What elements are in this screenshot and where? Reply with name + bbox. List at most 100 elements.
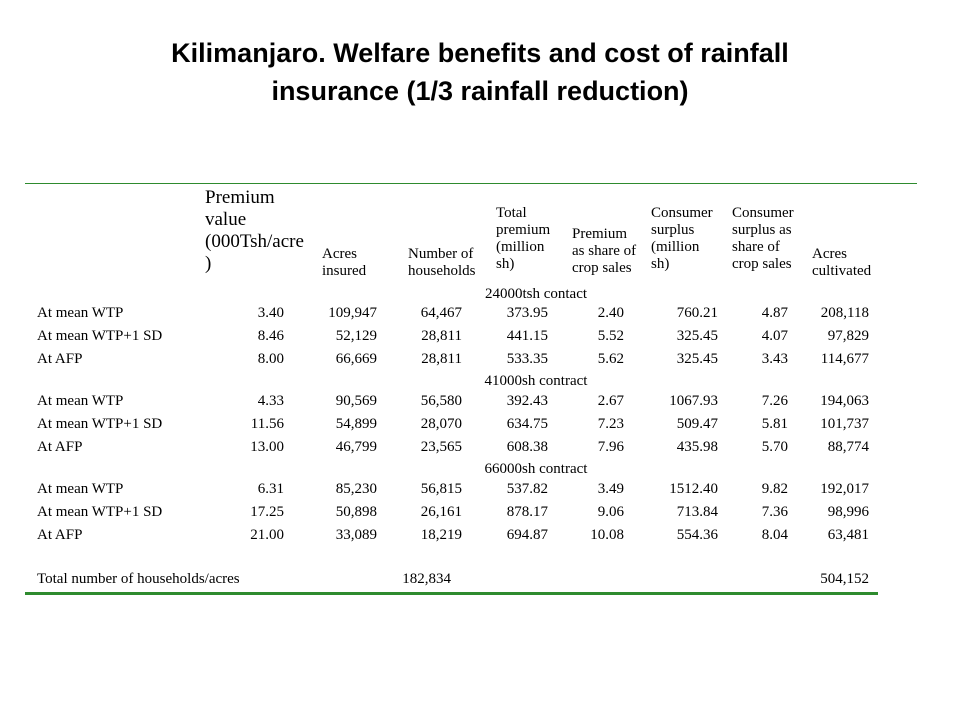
cell-acres-cultivated: 63,481 <box>827 527 869 543</box>
cell-premium-share: 10.08 <box>590 527 624 543</box>
cell-premium-value: 4.33 <box>257 393 284 409</box>
cell-cs-share: 5.70 <box>761 439 788 455</box>
header-line: surplus as <box>732 222 792 238</box>
cell-cs-share: 4.87 <box>761 305 788 321</box>
cell-cs-share: 7.26 <box>761 393 788 409</box>
cell-cs-share: 5.81 <box>761 416 788 432</box>
cell-households: 26,161 <box>420 504 462 520</box>
cell-households: 23,565 <box>420 439 462 455</box>
cell-total-premium: 634.75 <box>506 416 548 432</box>
header-line: Premium <box>572 226 627 242</box>
cell-premium-value: 11.56 <box>250 416 284 432</box>
header-total-premium: Total premium (million sh) <box>496 205 550 273</box>
cell-acres-cultivated: 101,737 <box>820 416 869 432</box>
header-line: as share of <box>572 243 637 259</box>
cell-total-premium: 608.38 <box>506 439 548 455</box>
cell-premium-value: 8.46 <box>257 328 284 344</box>
cell-acres-cultivated: 208,118 <box>820 305 869 321</box>
header-line: Acres <box>812 246 847 262</box>
section-label: 41000sh contract <box>484 373 588 389</box>
cell-cs-share: 7.36 <box>761 504 788 520</box>
cell-premium-share: 7.23 <box>597 416 624 432</box>
cell-premium-share: 3.49 <box>597 481 624 497</box>
header-line: sh) <box>651 256 670 272</box>
header-line: premium <box>496 222 551 238</box>
header-line: Acres <box>322 246 357 262</box>
cell-consumer-surplus: 713.84 <box>676 504 718 520</box>
cell-total-premium: 441.15 <box>506 328 548 344</box>
cell-households: 64,467 <box>420 305 462 321</box>
cell-consumer-surplus: 554.36 <box>676 527 718 543</box>
cell-total-premium: 373.95 <box>506 305 548 321</box>
row-label: At mean WTP <box>37 481 124 497</box>
cell-premium-share: 5.62 <box>597 351 624 367</box>
cell-consumer-surplus: 509.47 <box>676 416 718 432</box>
header-acres-insured: Acres insured <box>322 246 366 280</box>
row-label: At AFP <box>37 351 83 367</box>
header-line: value <box>205 209 247 230</box>
cell-premium-value: 6.31 <box>257 481 284 497</box>
header-line: cultivated <box>812 263 872 279</box>
row-label: At mean WTP <box>37 305 124 321</box>
slide-title: Kilimanjaro. Welfare benefits and cost o… <box>0 34 960 110</box>
cell-total-premium: 878.17 <box>506 504 548 520</box>
cell-premium-value: 21.00 <box>250 527 284 543</box>
header-cs-share: Consumer surplus as share of crop sales <box>732 205 794 273</box>
cell-total-premium: 533.35 <box>506 351 548 367</box>
cell-consumer-surplus: 325.45 <box>676 351 718 367</box>
cell-cs-share: 3.43 <box>761 351 788 367</box>
header-line: (000Tsh/acre <box>205 231 304 252</box>
cell-premium-share: 9.06 <box>597 504 624 520</box>
cell-consumer-surplus: 1067.93 <box>669 393 718 409</box>
header-number-of-households: Number of households <box>408 246 476 280</box>
header-line: Total <box>496 205 527 221</box>
cell-cs-share: 8.04 <box>761 527 788 543</box>
cell-acres-cultivated: 88,774 <box>827 439 869 455</box>
header-line: (million <box>651 239 700 255</box>
cell-premium-share: 2.67 <box>597 393 624 409</box>
row-label: At AFP <box>37 527 83 543</box>
cell-households: 18,219 <box>420 527 462 543</box>
header-line: surplus <box>651 222 695 238</box>
header-acres-cultivated: Acres cultivated <box>812 246 871 280</box>
cell-cs-share: 4.07 <box>761 328 788 344</box>
cell-acres-insured: 54,899 <box>335 416 377 432</box>
cell-total-premium: 537.82 <box>506 481 548 497</box>
header-line: crop sales <box>732 256 792 272</box>
cell-acres-insured: 66,669 <box>335 351 377 367</box>
cell-cs-share: 9.82 <box>761 481 788 497</box>
total-row-label: Total number of households/acres <box>37 571 240 587</box>
cell-acres-insured: 33,089 <box>335 527 377 543</box>
row-label: At mean WTP <box>37 393 124 409</box>
cell-acres-cultivated: 192,017 <box>820 481 869 497</box>
cell-households: 28,070 <box>420 416 462 432</box>
header-line: (million <box>496 239 545 255</box>
cell-acres-insured: 46,799 <box>335 439 377 455</box>
table-bottom-rule <box>25 592 878 595</box>
cell-consumer-surplus: 760.21 <box>676 305 718 321</box>
row-label: At mean WTP+1 SD <box>37 504 163 520</box>
cell-premium-share: 5.52 <box>597 328 624 344</box>
cell-households: 28,811 <box>421 351 462 367</box>
header-premium-share: Premium as share of crop sales <box>572 226 636 277</box>
header-line: Premium <box>205 187 275 208</box>
cell-total-premium: 392.43 <box>506 393 548 409</box>
cell-acres-cultivated: 97,829 <box>827 328 869 344</box>
cell-acres-insured: 109,947 <box>328 305 377 321</box>
cell-acres-cultivated: 194,063 <box>820 393 869 409</box>
section-label: 24000tsh contact <box>484 286 588 302</box>
row-label: At AFP <box>37 439 83 455</box>
header-line: Consumer <box>651 205 713 221</box>
cell-premium-value: 17.25 <box>250 504 284 520</box>
title-line-2: insurance (1/3 rainfall reduction) <box>271 76 689 106</box>
header-line: insured <box>322 263 367 279</box>
cell-premium-value: 3.40 <box>257 305 284 321</box>
row-label: At mean WTP+1 SD <box>37 416 163 432</box>
header-line: Number of <box>408 246 474 262</box>
section-label: 66000sh contract <box>484 461 588 477</box>
header-premium-value: Premium value (000Tsh/acre ) <box>205 187 304 275</box>
cell-acres-cultivated: 98,996 <box>827 504 869 520</box>
title-line-1: Kilimanjaro. Welfare benefits and cost o… <box>171 38 789 68</box>
cell-households: 56,580 <box>420 393 462 409</box>
cell-premium-value: 13.00 <box>250 439 284 455</box>
